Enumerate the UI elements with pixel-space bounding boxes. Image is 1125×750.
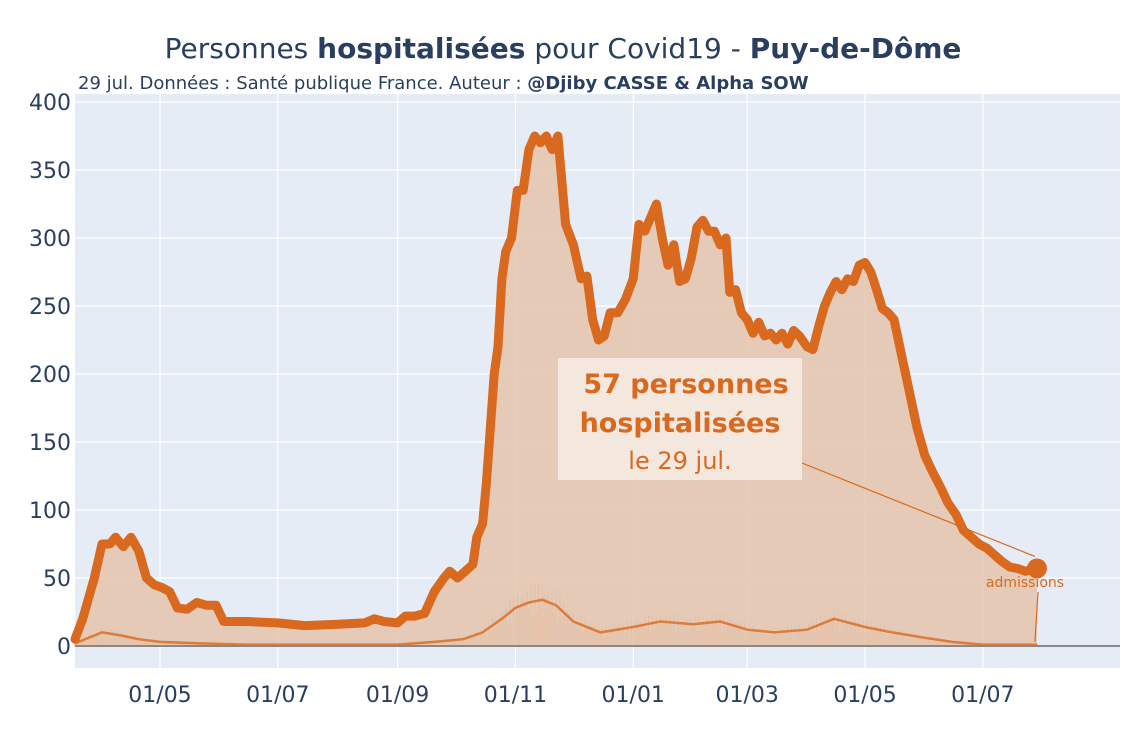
annotation-box [558, 358, 802, 480]
admissions-label: admissions [986, 575, 1064, 591]
annotation-line2: hospitalisées [580, 408, 781, 439]
annotation-pointer-line [801, 462, 1036, 558]
x-tick-label: 01/07 [246, 683, 309, 708]
y-tick-label: 150 [29, 431, 71, 456]
last-value-marker [1026, 558, 1047, 579]
y-axis-ticks: 0 50 100 150 200 250 300 350 400 [29, 91, 71, 660]
y-tick-label: 250 [29, 295, 71, 320]
hospitalized-series-line [70, 131, 1042, 644]
y-tick-label: 400 [29, 91, 71, 116]
annotation-line3: le 29 jul. [628, 447, 731, 475]
subtitle-source: 29 jul. Données : Santé publique France.… [78, 73, 527, 94]
y-tick-label: 200 [29, 363, 71, 388]
chart-subtitle: 29 jul. Données : Santé publique France.… [78, 73, 809, 94]
title-region: Puy-de-Dôme [750, 32, 962, 65]
annotation-line1: 57 personnes [583, 369, 788, 400]
y-tick-label: 0 [57, 635, 71, 660]
y-tick-label: 350 [29, 159, 71, 184]
x-axis-ticks: 01/05 01/07 01/09 01/11 01/01 01/03 01/05 01/07 [128, 683, 1014, 708]
x-tick-label: 01/07 [951, 683, 1014, 708]
admissions-series-line [74, 598, 1037, 646]
hospitalized-area [75, 136, 1037, 646]
x-tick-label: 01/05 [833, 683, 896, 708]
x-tick-label: 01/11 [484, 683, 547, 708]
subtitle-author: @Djiby CASSE & Alpha SOW [527, 73, 808, 94]
chart-title: Personnes hospitalisées pour Covid19 - P… [165, 32, 962, 65]
x-tick-label: 01/09 [366, 683, 429, 708]
y-tick-label: 300 [29, 227, 71, 252]
title-middle: pour Covid19 - [525, 32, 749, 65]
y-tick-label: 50 [43, 567, 71, 592]
title-bold: hospitalisées [317, 32, 525, 65]
title-prefix: Personnes [165, 32, 318, 65]
admissions-pointer-line [1034, 591, 1039, 642]
x-tick-label: 01/01 [602, 683, 665, 708]
y-tick-label: 100 [29, 499, 71, 524]
x-tick-label: 01/03 [715, 683, 778, 708]
x-tick-label: 01/05 [128, 683, 191, 708]
